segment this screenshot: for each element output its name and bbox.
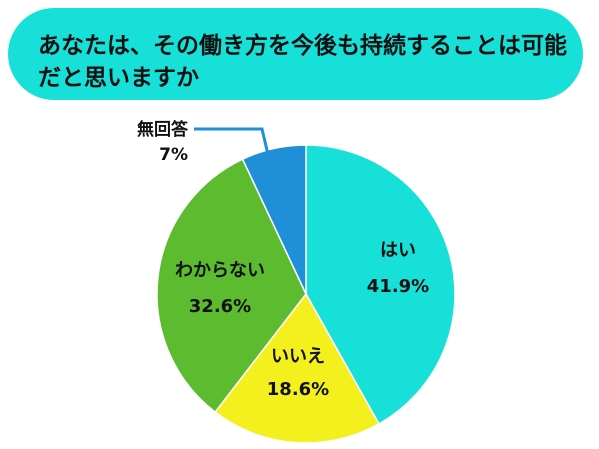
- slice-value-label-3: 32.6%: [189, 296, 251, 317]
- pie-slice-1: [305, 144, 456, 425]
- slice-value-label-2: 18.6%: [267, 379, 329, 400]
- slice-labels: はい 41.9% いいえ 18.6% わからない 32.6% 無回答 7%: [137, 119, 429, 400]
- slice-value-label-1: 41.9%: [367, 276, 429, 297]
- leader-lines: [194, 127, 272, 164]
- title-banner: あなたは、その働き方を今後も持続することは可能だと思いますか: [8, 8, 583, 100]
- pie-slices: [156, 144, 456, 444]
- pie-slice-3: [156, 158, 307, 414]
- slice-label-2: いいえ: [271, 346, 325, 367]
- slice-value-label-4: 7%: [159, 145, 188, 165]
- slice-label-1: はい: [380, 240, 416, 261]
- chart-title: あなたは、その働き方を今後も持続することは可能だと思いますか: [38, 33, 567, 91]
- slice-label-4: 無回答: [137, 119, 189, 140]
- pie-slice-2: [214, 292, 380, 444]
- pie-slice-4: [241, 144, 307, 295]
- leader-line-no-answer: [194, 127, 272, 164]
- slice-label-3: わからない: [175, 260, 265, 281]
